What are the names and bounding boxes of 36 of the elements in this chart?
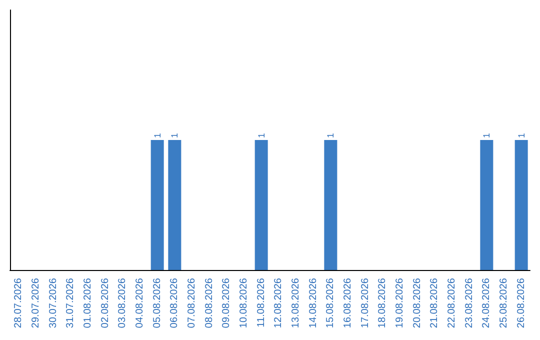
x-tick-label: 17.08.2026 — [360, 278, 371, 328]
x-tick-label: 16.08.2026 — [342, 278, 354, 328]
x-tick-label: 10.08.2026 — [238, 278, 250, 328]
x-tick-label: 21.08.2026 — [429, 278, 440, 328]
x-tick-label: 02.08.2026 — [100, 278, 111, 328]
x-tick-label: 18.08.2026 — [377, 278, 388, 328]
x-tick-label: 05.08.2026 — [152, 278, 163, 328]
x-tick-label: 25.08.2026 — [498, 278, 510, 328]
x-tick-label: 07.08.2026 — [186, 278, 198, 328]
x-tick-label: 06.08.2026 — [169, 278, 180, 328]
data-label: 1 — [152, 132, 162, 138]
x-tick-label: 13.08.2026 — [290, 278, 302, 328]
x-tick-label: 30.07.2026 — [48, 278, 59, 328]
data-label: 1 — [516, 132, 526, 138]
x-tick-label: 28.07.2026 — [13, 278, 24, 328]
x-tick-label: 11.08.2026 — [256, 278, 267, 328]
x-tick-label: 12.08.2026 — [273, 278, 284, 328]
x-tick-label: 14.08.2026 — [308, 278, 319, 328]
x-tick-label: 31.07.2026 — [65, 278, 76, 328]
data-label: 1 — [482, 132, 492, 138]
data-label: 1 — [326, 132, 336, 138]
x-tick-label: 08.08.2026 — [204, 278, 215, 328]
x-tick-label: 26.08.2026 — [516, 278, 527, 328]
x-tick-label: 19.08.2026 — [394, 278, 406, 328]
x-tick-label: 23.08.2026 — [464, 278, 475, 328]
x-tick-label: 04.08.2026 — [134, 278, 146, 328]
x-tick-label: 29.07.2026 — [30, 278, 42, 328]
x-tick-label: 22.08.2026 — [446, 278, 458, 328]
data-label: 1 — [256, 132, 266, 138]
x-tick-label: 24.08.2026 — [481, 278, 492, 328]
x-tick-label: 15.08.2026 — [325, 278, 336, 328]
x-tick-label: 03.08.2026 — [117, 278, 128, 328]
x-tick-label: 20.08.2026 — [412, 278, 423, 328]
x-tick-label: 01.08.2026 — [82, 278, 94, 328]
x-tick-label: 09.08.2026 — [221, 278, 232, 328]
data-label: 1 — [170, 132, 180, 138]
